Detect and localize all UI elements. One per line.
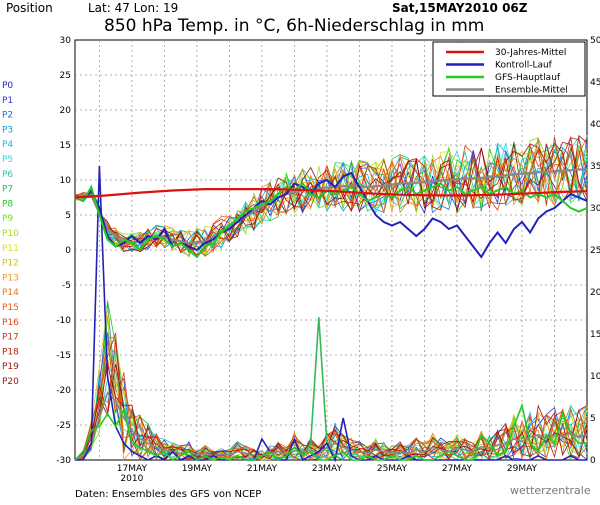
data-source-note: Daten: Ensembles des GFS von NCEP — [75, 489, 261, 500]
y-left-tick-label: 30 — [60, 36, 72, 46]
legend-label: Ensemble-Mittel — [495, 86, 568, 96]
lat-lon-label: Lat: 47 Lon: 19 — [88, 1, 178, 15]
member-label: P12 — [2, 259, 19, 269]
member-precip-line — [74, 364, 588, 461]
legend-label: 30-Jahres-Mittel — [495, 48, 566, 58]
member-label: P3 — [2, 125, 13, 135]
ensemble-mittel-niederschlag-line — [74, 391, 588, 461]
x-tick-label: 25MAY — [377, 464, 408, 474]
y-right-tick-label: 25 — [590, 246, 600, 256]
gfs-hauptlauf-niederschlag-line — [74, 402, 587, 461]
legend: 30-Jahres-Mittel Kontroll-Lauf GFS-Hauptla… — [432, 41, 586, 97]
x-tick-label: 17MAY — [117, 464, 148, 474]
legend-label: Kontroll-Lauf — [495, 61, 553, 71]
x-tick-label: 27MAY — [442, 464, 473, 474]
x-tick-label: 23MAY — [312, 464, 343, 474]
y-left-tick-label: 20 — [60, 106, 72, 116]
member-precip-line — [74, 315, 588, 461]
member-temp-line — [74, 144, 588, 257]
member-precip-line — [74, 339, 588, 461]
legend-box — [432, 41, 586, 97]
y-right-tick-label: 10 — [590, 372, 600, 382]
member-label: P13 — [2, 273, 19, 283]
member-label: P8 — [2, 199, 13, 209]
kontroll-lauf-line — [74, 171, 588, 259]
y-right-tick-label: 40 — [590, 120, 600, 130]
run-date-label: Sat,15MAY2010 06Z — [392, 1, 528, 15]
position-label: Position — [6, 1, 53, 15]
member-label: P1 — [2, 96, 13, 106]
series-layer — [74, 134, 588, 463]
member-labels: P0 P1 P2 P3 P4 P5 P6 P7 P8 P9 P10 P11 P12 P13 P14 P15 P1… — [2, 81, 19, 387]
member-label: P10 — [2, 229, 19, 239]
member-label: P20 — [2, 377, 19, 387]
y-left-tick-label: -20 — [56, 386, 71, 396]
y-left-tick-label: -10 — [56, 316, 71, 326]
member-label: P0 — [2, 81, 13, 91]
legend-items: 30-Jahres-Mittel Kontroll-Lauf GFS-Hauptla… — [446, 48, 568, 96]
x-tick-label: 21MAY — [247, 464, 278, 474]
member-label: P19 — [2, 362, 19, 372]
y-left-tick-label: -5 — [62, 281, 71, 291]
y-right-tick-label: 50 — [590, 36, 600, 46]
member-label: P18 — [2, 347, 19, 357]
gfs-hauptlauf-line — [74, 182, 588, 259]
y-left-tick-label: -15 — [56, 351, 71, 361]
y-left-tick-label: -25 — [56, 421, 71, 431]
y-right-tick-label: 35 — [590, 162, 600, 172]
y-right-tick-label: 20 — [590, 288, 600, 298]
x-tick-label: 19MAY — [182, 464, 213, 474]
member-label: P6 — [2, 170, 13, 180]
member-label: P2 — [2, 111, 13, 121]
chart-title: 850 hPa Temp. in °C, 6h-Niederschlag in … — [104, 16, 484, 36]
legend-label: GFS-Hauptlauf — [495, 73, 561, 83]
y-left-tick-label: 5 — [65, 211, 71, 221]
x-tick-label: 29MAY — [507, 464, 538, 474]
y-right-tick-label: 5 — [590, 414, 596, 424]
x-tick-sublabel: 2010 — [120, 474, 143, 484]
brand-logo-text: wetterzentrale — [510, 484, 591, 497]
y-left-tick-label: 25 — [60, 71, 71, 81]
member-label: P4 — [2, 140, 13, 150]
30-jahres-mittel-line — [74, 188, 588, 199]
member-label: P15 — [2, 303, 19, 313]
y-left-tick-label: 0 — [65, 246, 71, 256]
member-label: P5 — [2, 155, 13, 165]
member-label: P9 — [2, 214, 13, 224]
y-right-tick-label: 0 — [590, 456, 596, 466]
y-left-tick-label: 10 — [60, 176, 72, 186]
y-left-tick-label: -30 — [56, 456, 71, 466]
left-axis-ticks: 30 25 20 15 10 5 0 -5 -10 -15 -20 -25 -30 — [56, 36, 71, 466]
member-label: P11 — [2, 244, 19, 254]
y-left-tick-label: 15 — [60, 141, 71, 151]
y-right-tick-label: 30 — [590, 204, 600, 214]
y-right-tick-label: 45 — [590, 78, 600, 88]
y-right-tick-label: 15 — [590, 330, 600, 340]
member-label: P17 — [2, 333, 19, 343]
member-label: P14 — [2, 288, 19, 298]
member-label: P16 — [2, 318, 19, 328]
member-label: P7 — [2, 185, 13, 195]
kontroll-lauf-niederschlag-line — [75, 165, 587, 463]
